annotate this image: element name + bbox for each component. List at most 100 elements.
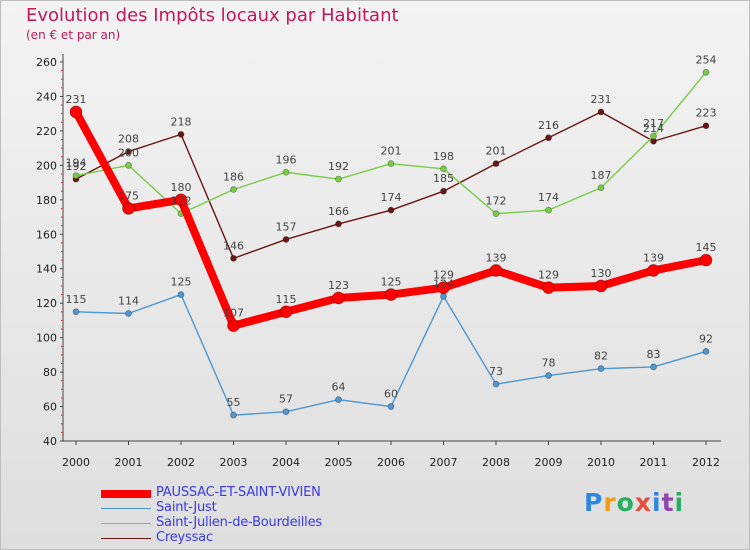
legend-label: Creyssac — [156, 530, 213, 545]
x-tick-label: 2004 — [272, 456, 300, 469]
y-tick-label: 220 — [36, 125, 57, 138]
data-point — [230, 186, 237, 193]
data-label: 60 — [384, 388, 398, 401]
y-tick-label: 100 — [36, 332, 57, 345]
data-label: 125 — [381, 276, 402, 289]
data-point — [174, 193, 188, 207]
data-point — [489, 264, 503, 277]
data-label: 223 — [696, 107, 717, 120]
data-point — [282, 408, 290, 416]
data-label: 114 — [118, 295, 139, 308]
legend-swatch — [101, 507, 151, 510]
data-point — [545, 372, 552, 379]
data-point — [702, 348, 710, 355]
data-point — [702, 68, 710, 76]
data-point — [594, 279, 608, 293]
logo-letter: t — [661, 488, 675, 517]
data-point — [177, 130, 185, 138]
data-label: 145 — [696, 241, 717, 254]
x-tick-label: 2008 — [482, 456, 510, 469]
legend-swatch — [101, 489, 151, 498]
data-label: 175 — [118, 189, 139, 202]
data-label: 139 — [486, 251, 507, 264]
data-label: 125 — [171, 276, 192, 289]
y-tick-label: 260 — [36, 56, 57, 69]
data-point — [125, 310, 132, 317]
data-label: 174 — [381, 191, 402, 204]
x-tick-label: 2000 — [62, 456, 90, 469]
data-point — [72, 308, 80, 316]
y-tick-label: 240 — [36, 90, 57, 103]
data-point — [72, 172, 80, 180]
data-point — [440, 165, 447, 173]
data-label: 185 — [433, 172, 454, 185]
chart-title: Evolution des Impôts locaux par Habitant — [26, 5, 399, 26]
x-tick-label: 2003 — [220, 456, 248, 469]
data-label: 186 — [223, 170, 244, 183]
data-point — [230, 254, 237, 262]
data-label: 139 — [643, 251, 664, 264]
data-point — [335, 396, 342, 404]
data-point — [650, 363, 657, 371]
data-label: 174 — [538, 191, 559, 204]
data-point — [702, 122, 710, 130]
data-point — [282, 236, 290, 243]
data-point — [227, 319, 240, 332]
data-label: 55 — [227, 396, 241, 409]
data-label: 115 — [66, 293, 87, 306]
data-point — [384, 288, 398, 301]
data-point — [699, 253, 713, 267]
data-label: 198 — [433, 150, 454, 163]
x-tick-label: 2006 — [377, 456, 405, 469]
data-label: 172 — [486, 195, 507, 208]
data-label: 166 — [328, 205, 349, 218]
legend-label: Saint-Julien-de-Bourdeilles — [156, 515, 322, 530]
x-tick-label: 2002 — [167, 456, 195, 469]
legend-label: Saint-Just — [156, 500, 217, 515]
data-point — [387, 160, 395, 168]
axes: 40 60 80 100 120 140 160 180 200 220 240 260 2000 200… — [36, 54, 721, 469]
data-point — [230, 411, 237, 419]
data-point — [282, 168, 290, 176]
legend-swatch — [101, 522, 151, 525]
logo-letter: i — [674, 488, 685, 517]
data-point — [332, 291, 345, 305]
data-label: 129 — [433, 269, 454, 282]
data-label: 196 — [276, 153, 297, 166]
data-label: 192 — [66, 160, 87, 173]
data-point — [125, 148, 132, 155]
data-label: 123 — [328, 279, 349, 292]
data-point — [492, 160, 500, 168]
x-tick-label: 2012 — [692, 456, 720, 469]
logo-letter: o — [616, 488, 635, 517]
series-layer — [69, 68, 713, 419]
data-label: 217 — [643, 117, 664, 130]
legend-swatch — [101, 537, 151, 540]
data-label: 201 — [486, 145, 507, 158]
logo-letter: i — [652, 488, 662, 517]
data-point — [542, 281, 555, 295]
data-label: 57 — [279, 393, 293, 406]
x-tick-label: 2001 — [115, 456, 143, 469]
data-label: 208 — [118, 133, 139, 146]
data-point — [440, 187, 447, 195]
data-label: 107 — [223, 307, 244, 320]
data-label: 180 — [171, 181, 192, 194]
data-label: 64 — [332, 381, 346, 394]
logo-letter: r — [603, 488, 617, 517]
chart-subtitle: (en € et par an) — [26, 28, 121, 42]
data-point — [335, 175, 342, 183]
logo-letter: x — [634, 488, 652, 517]
y-tick-label: 120 — [36, 297, 57, 310]
data-label: 187 — [591, 169, 612, 182]
y-tick-label: 140 — [36, 263, 57, 276]
data-point — [335, 220, 342, 228]
x-tick-label: 2007 — [430, 456, 458, 469]
x-tick-label: 2005 — [325, 456, 353, 469]
legend-label: PAUSSAC-ET-SAINT-VIVIEN — [156, 485, 321, 500]
data-point — [437, 281, 450, 295]
y-tick-label: 40 — [43, 435, 57, 448]
data-point — [122, 202, 135, 215]
x-tick-label: 2010 — [587, 456, 615, 469]
data-label: 231 — [591, 93, 612, 106]
